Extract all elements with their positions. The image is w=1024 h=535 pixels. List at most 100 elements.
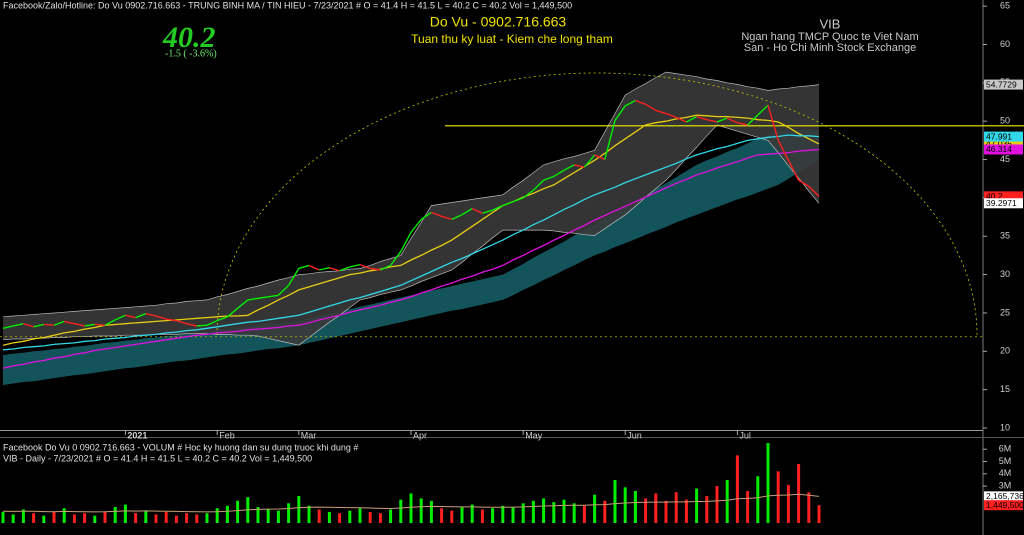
volume-bar xyxy=(593,494,597,523)
price-segment xyxy=(757,104,769,116)
volume-bar xyxy=(766,443,770,523)
y-tick-label: 10 xyxy=(1000,422,1010,432)
volume-bar xyxy=(572,503,576,523)
y-tick-label: 15 xyxy=(1000,384,1010,394)
y-tick-label: 60 xyxy=(1000,39,1010,49)
price-segment xyxy=(298,264,310,270)
volume-bar xyxy=(256,507,260,523)
price-segment xyxy=(390,251,402,266)
change: -1.5 ( -3.6%) xyxy=(165,48,217,59)
volume-bar xyxy=(52,511,56,523)
price-segment xyxy=(563,164,575,171)
price-segment xyxy=(655,109,667,115)
value-box xyxy=(984,138,1023,149)
volume-bar xyxy=(93,515,97,523)
price-segment xyxy=(471,207,483,214)
price-segment xyxy=(431,211,442,217)
price-segment xyxy=(176,319,187,325)
symbol: VIB xyxy=(820,16,841,31)
volume-bar xyxy=(674,492,678,523)
header: Facebook/Zalo/Hotline: Do Vu 0902.716.66… xyxy=(3,0,572,10)
volume-tick-label: 5M xyxy=(999,456,1012,466)
y-tick-label: 25 xyxy=(1000,307,1010,317)
volume-bar xyxy=(215,508,219,523)
price-segment xyxy=(84,323,95,327)
value-box-label: 39.2971 xyxy=(986,198,1017,208)
volume-bar xyxy=(21,509,25,523)
price-segment xyxy=(696,115,708,121)
volume-bar xyxy=(276,510,280,523)
volume-bar xyxy=(542,498,546,523)
price-segment xyxy=(268,294,279,298)
volume-bar xyxy=(429,500,433,523)
price-segment xyxy=(410,218,422,233)
volume-bar xyxy=(72,514,76,523)
price-segment xyxy=(186,323,197,327)
price-segment xyxy=(594,154,606,161)
value-box-label: 1,449,500 xyxy=(986,500,1024,510)
volume-bar xyxy=(419,498,423,523)
y-tick-label: 35 xyxy=(1000,231,1010,241)
volume-bar xyxy=(62,508,66,523)
volume-bar xyxy=(715,486,719,523)
value-box xyxy=(984,144,1023,155)
price-segment xyxy=(716,117,728,123)
band-fill xyxy=(3,72,819,346)
volume-bar xyxy=(797,463,801,523)
volume-ma xyxy=(2,493,820,513)
volume-bar xyxy=(684,499,688,523)
value-box xyxy=(984,500,1023,511)
price-segment xyxy=(23,323,34,328)
price-segment xyxy=(308,264,320,271)
volume-tick-label: 3M xyxy=(999,480,1012,490)
price-segment xyxy=(216,316,228,322)
volume-bar xyxy=(307,505,311,523)
volume-bar xyxy=(511,507,515,523)
y-tick-label: 20 xyxy=(1000,346,1010,356)
volume-bar xyxy=(338,513,342,523)
volume-bar xyxy=(368,511,372,523)
volume-bar xyxy=(725,479,729,523)
volume-bar xyxy=(83,513,87,523)
value-box xyxy=(984,491,1023,502)
volume-bar xyxy=(450,510,454,523)
volume-bar xyxy=(623,487,627,523)
price-segment xyxy=(624,99,636,107)
price-segment xyxy=(359,263,371,270)
company: Ngan hang TMCP Quoc te Viet Nam xyxy=(741,31,918,43)
price-segment xyxy=(767,104,779,141)
price-segment xyxy=(329,267,340,272)
value-box-label: 47.035 xyxy=(986,139,1012,149)
volume-bar xyxy=(144,510,148,523)
volume-bar xyxy=(491,508,495,523)
x-tick-label: Jun xyxy=(627,430,642,440)
price-segment xyxy=(553,169,565,178)
price-segment xyxy=(482,209,493,214)
volume-bar xyxy=(776,471,780,523)
last-price: 40.2 xyxy=(162,21,216,54)
price-segment xyxy=(400,232,412,252)
moving-average xyxy=(2,134,820,351)
price-segment xyxy=(532,179,545,191)
price-segment xyxy=(166,318,177,322)
volume-bar xyxy=(409,493,413,523)
volume-bar xyxy=(705,495,709,523)
price-segment xyxy=(155,315,167,320)
price-segment xyxy=(808,185,820,197)
value-box xyxy=(984,191,1023,202)
price-segment xyxy=(614,105,626,121)
volume-bar xyxy=(786,484,790,523)
x-tick-label: May xyxy=(525,430,543,440)
price-segment xyxy=(237,299,249,309)
volume-bar xyxy=(654,493,658,523)
volume-bar xyxy=(664,500,668,523)
price-segment xyxy=(574,164,585,168)
price-segment xyxy=(53,320,65,326)
y-tick-label: 65 xyxy=(1000,1,1010,11)
price-segment xyxy=(206,319,218,326)
volume-bar xyxy=(562,499,566,523)
price-segment xyxy=(196,324,208,327)
volume-bar xyxy=(225,505,229,523)
price-segment xyxy=(104,319,116,326)
